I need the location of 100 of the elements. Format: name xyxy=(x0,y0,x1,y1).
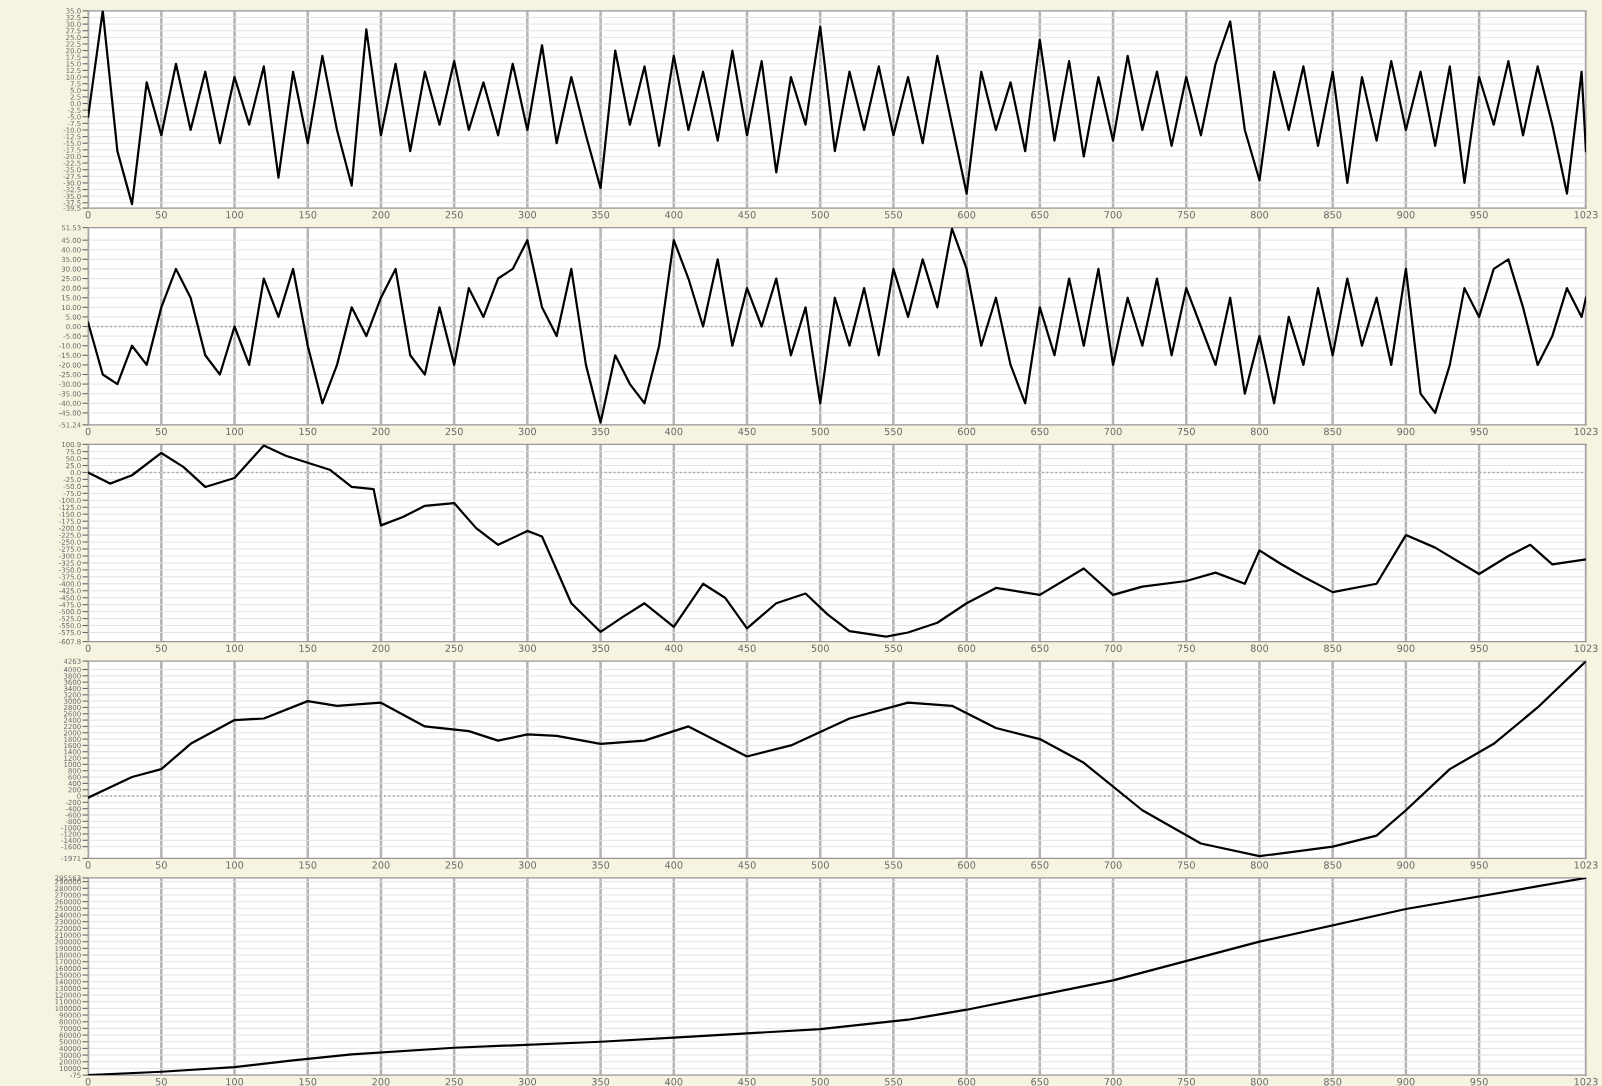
x-tick-label: 200 xyxy=(372,211,390,219)
x-tick-label: 450 xyxy=(738,211,756,219)
x-tick-label: 950 xyxy=(1470,861,1488,869)
x-tick-label: 100 xyxy=(226,427,244,436)
x-tick-label: 250 xyxy=(445,861,463,869)
x-tick-label: 50 xyxy=(155,1078,167,1086)
x-tick-label: 400 xyxy=(664,644,683,652)
x-tick-label: 300 xyxy=(518,211,536,219)
x-tick-label: 700 xyxy=(1104,211,1122,219)
x-tick-label: 800 xyxy=(1250,1078,1269,1086)
x-tick-label: 950 xyxy=(1470,427,1488,436)
x-tick-label: 0 xyxy=(85,1078,91,1086)
x-tick-label: 900 xyxy=(1397,644,1415,652)
x-tick-label: 150 xyxy=(299,644,317,652)
x-tick-label: 700 xyxy=(1104,861,1122,869)
x-tick-label: 500 xyxy=(811,861,829,869)
x-tick-label: 200 xyxy=(372,427,390,436)
x-tick-label: 950 xyxy=(1470,1078,1488,1086)
x-tick-label: 700 xyxy=(1104,427,1122,436)
x-tick-label: 250 xyxy=(445,211,463,219)
x-tick-label: 400 xyxy=(664,211,683,219)
x-tick-label: 300 xyxy=(518,427,536,436)
x-tick-label: 400 xyxy=(664,1078,683,1086)
x-tick-label: 750 xyxy=(1177,861,1195,869)
x-tick-label: 650 xyxy=(1031,644,1049,652)
x-tick-label: 950 xyxy=(1470,644,1488,652)
x-tick-label: 350 xyxy=(592,427,610,436)
x-tick-label: 750 xyxy=(1177,644,1195,652)
line-series xyxy=(88,227,1586,424)
x-tick-label: 1023 xyxy=(1574,644,1598,652)
x-tick-label: 150 xyxy=(299,427,317,436)
x-tick-label: 550 xyxy=(884,427,903,436)
x-tick-label: 200 xyxy=(372,1078,390,1086)
x-tick-label: 650 xyxy=(1031,1078,1049,1086)
x-tick-label: 300 xyxy=(518,644,536,652)
x-tick-label: 450 xyxy=(738,644,756,652)
x-tick-label: 200 xyxy=(372,644,390,652)
x-tick-label: 800 xyxy=(1250,427,1269,436)
x-tick-label: 750 xyxy=(1177,427,1195,436)
x-tick-label: 450 xyxy=(738,861,756,869)
x-tick-label: 1023 xyxy=(1574,1078,1598,1086)
x-tick-label: 550 xyxy=(884,644,903,652)
x-tick-label: 300 xyxy=(518,1078,536,1086)
x-tick-label: 550 xyxy=(884,1078,903,1086)
x-tick-label: 900 xyxy=(1397,211,1415,219)
x-tick-label: 850 xyxy=(1324,861,1342,869)
x-tick-label: 500 xyxy=(811,644,829,652)
x-tick-label: 100 xyxy=(226,861,244,869)
x-tick-label: 0 xyxy=(85,644,91,652)
x-tick-label: 900 xyxy=(1397,427,1415,436)
x-tick-label: 850 xyxy=(1324,211,1342,219)
x-tick-label: 600 xyxy=(958,427,976,436)
x-tick-label: 350 xyxy=(592,644,610,652)
x-tick-label: 350 xyxy=(592,211,610,219)
x-tick-label: 450 xyxy=(738,427,756,436)
line-series xyxy=(88,661,1586,858)
x-tick-label: 850 xyxy=(1324,427,1342,436)
x-tick-label: 650 xyxy=(1031,861,1049,869)
x-tick-label: 150 xyxy=(299,861,317,869)
x-tick-label: 600 xyxy=(958,211,976,219)
line-series xyxy=(88,10,1586,206)
x-tick-label: 100 xyxy=(226,644,244,652)
x-tick-label: 50 xyxy=(155,211,167,219)
x-tick-label: 200 xyxy=(372,861,390,869)
x-tick-label: 1023 xyxy=(1574,427,1598,436)
x-tick-label: 150 xyxy=(299,1078,317,1086)
x-tick-label: 800 xyxy=(1250,861,1269,869)
x-tick-label: 50 xyxy=(155,427,167,436)
x-tick-label: 250 xyxy=(445,644,463,652)
x-tick-label: 700 xyxy=(1104,1078,1122,1086)
x-tick-label: 900 xyxy=(1397,1078,1415,1086)
x-tick-label: 350 xyxy=(592,1078,610,1086)
x-tick-label: 850 xyxy=(1324,1078,1342,1086)
x-tick-label: 100 xyxy=(226,211,244,219)
x-tick-label: 50 xyxy=(155,861,167,869)
x-tick-label: 850 xyxy=(1324,644,1342,652)
x-tick-label: 500 xyxy=(811,1078,829,1086)
x-tick-label: 650 xyxy=(1031,427,1049,436)
x-tick-label: 450 xyxy=(738,1078,756,1086)
x-tick-label: 250 xyxy=(445,427,463,436)
x-tick-label: 400 xyxy=(664,861,683,869)
x-tick-label: 100 xyxy=(226,1078,244,1086)
x-tick-label: 800 xyxy=(1250,211,1269,219)
x-tick-label: 550 xyxy=(884,861,903,869)
x-tick-label: 250 xyxy=(445,1078,463,1086)
x-tick-label: 600 xyxy=(958,861,976,869)
x-tick-label: 750 xyxy=(1177,211,1195,219)
x-tick-label: 950 xyxy=(1470,211,1488,219)
x-tick-label: 400 xyxy=(664,427,683,436)
x-tick-label: 750 xyxy=(1177,1078,1195,1086)
x-tick-label: 600 xyxy=(958,1078,976,1086)
x-tick-label: 0 xyxy=(85,211,91,219)
x-tick-label: 900 xyxy=(1397,861,1415,869)
x-tick-label: 150 xyxy=(299,211,317,219)
x-tick-label: 50 xyxy=(155,644,167,652)
x-tick-label: 350 xyxy=(592,861,610,869)
x-tick-label: 1023 xyxy=(1574,211,1598,219)
x-tick-label: 700 xyxy=(1104,644,1122,652)
line-series xyxy=(88,877,1586,1076)
x-tick-label: 500 xyxy=(811,211,829,219)
